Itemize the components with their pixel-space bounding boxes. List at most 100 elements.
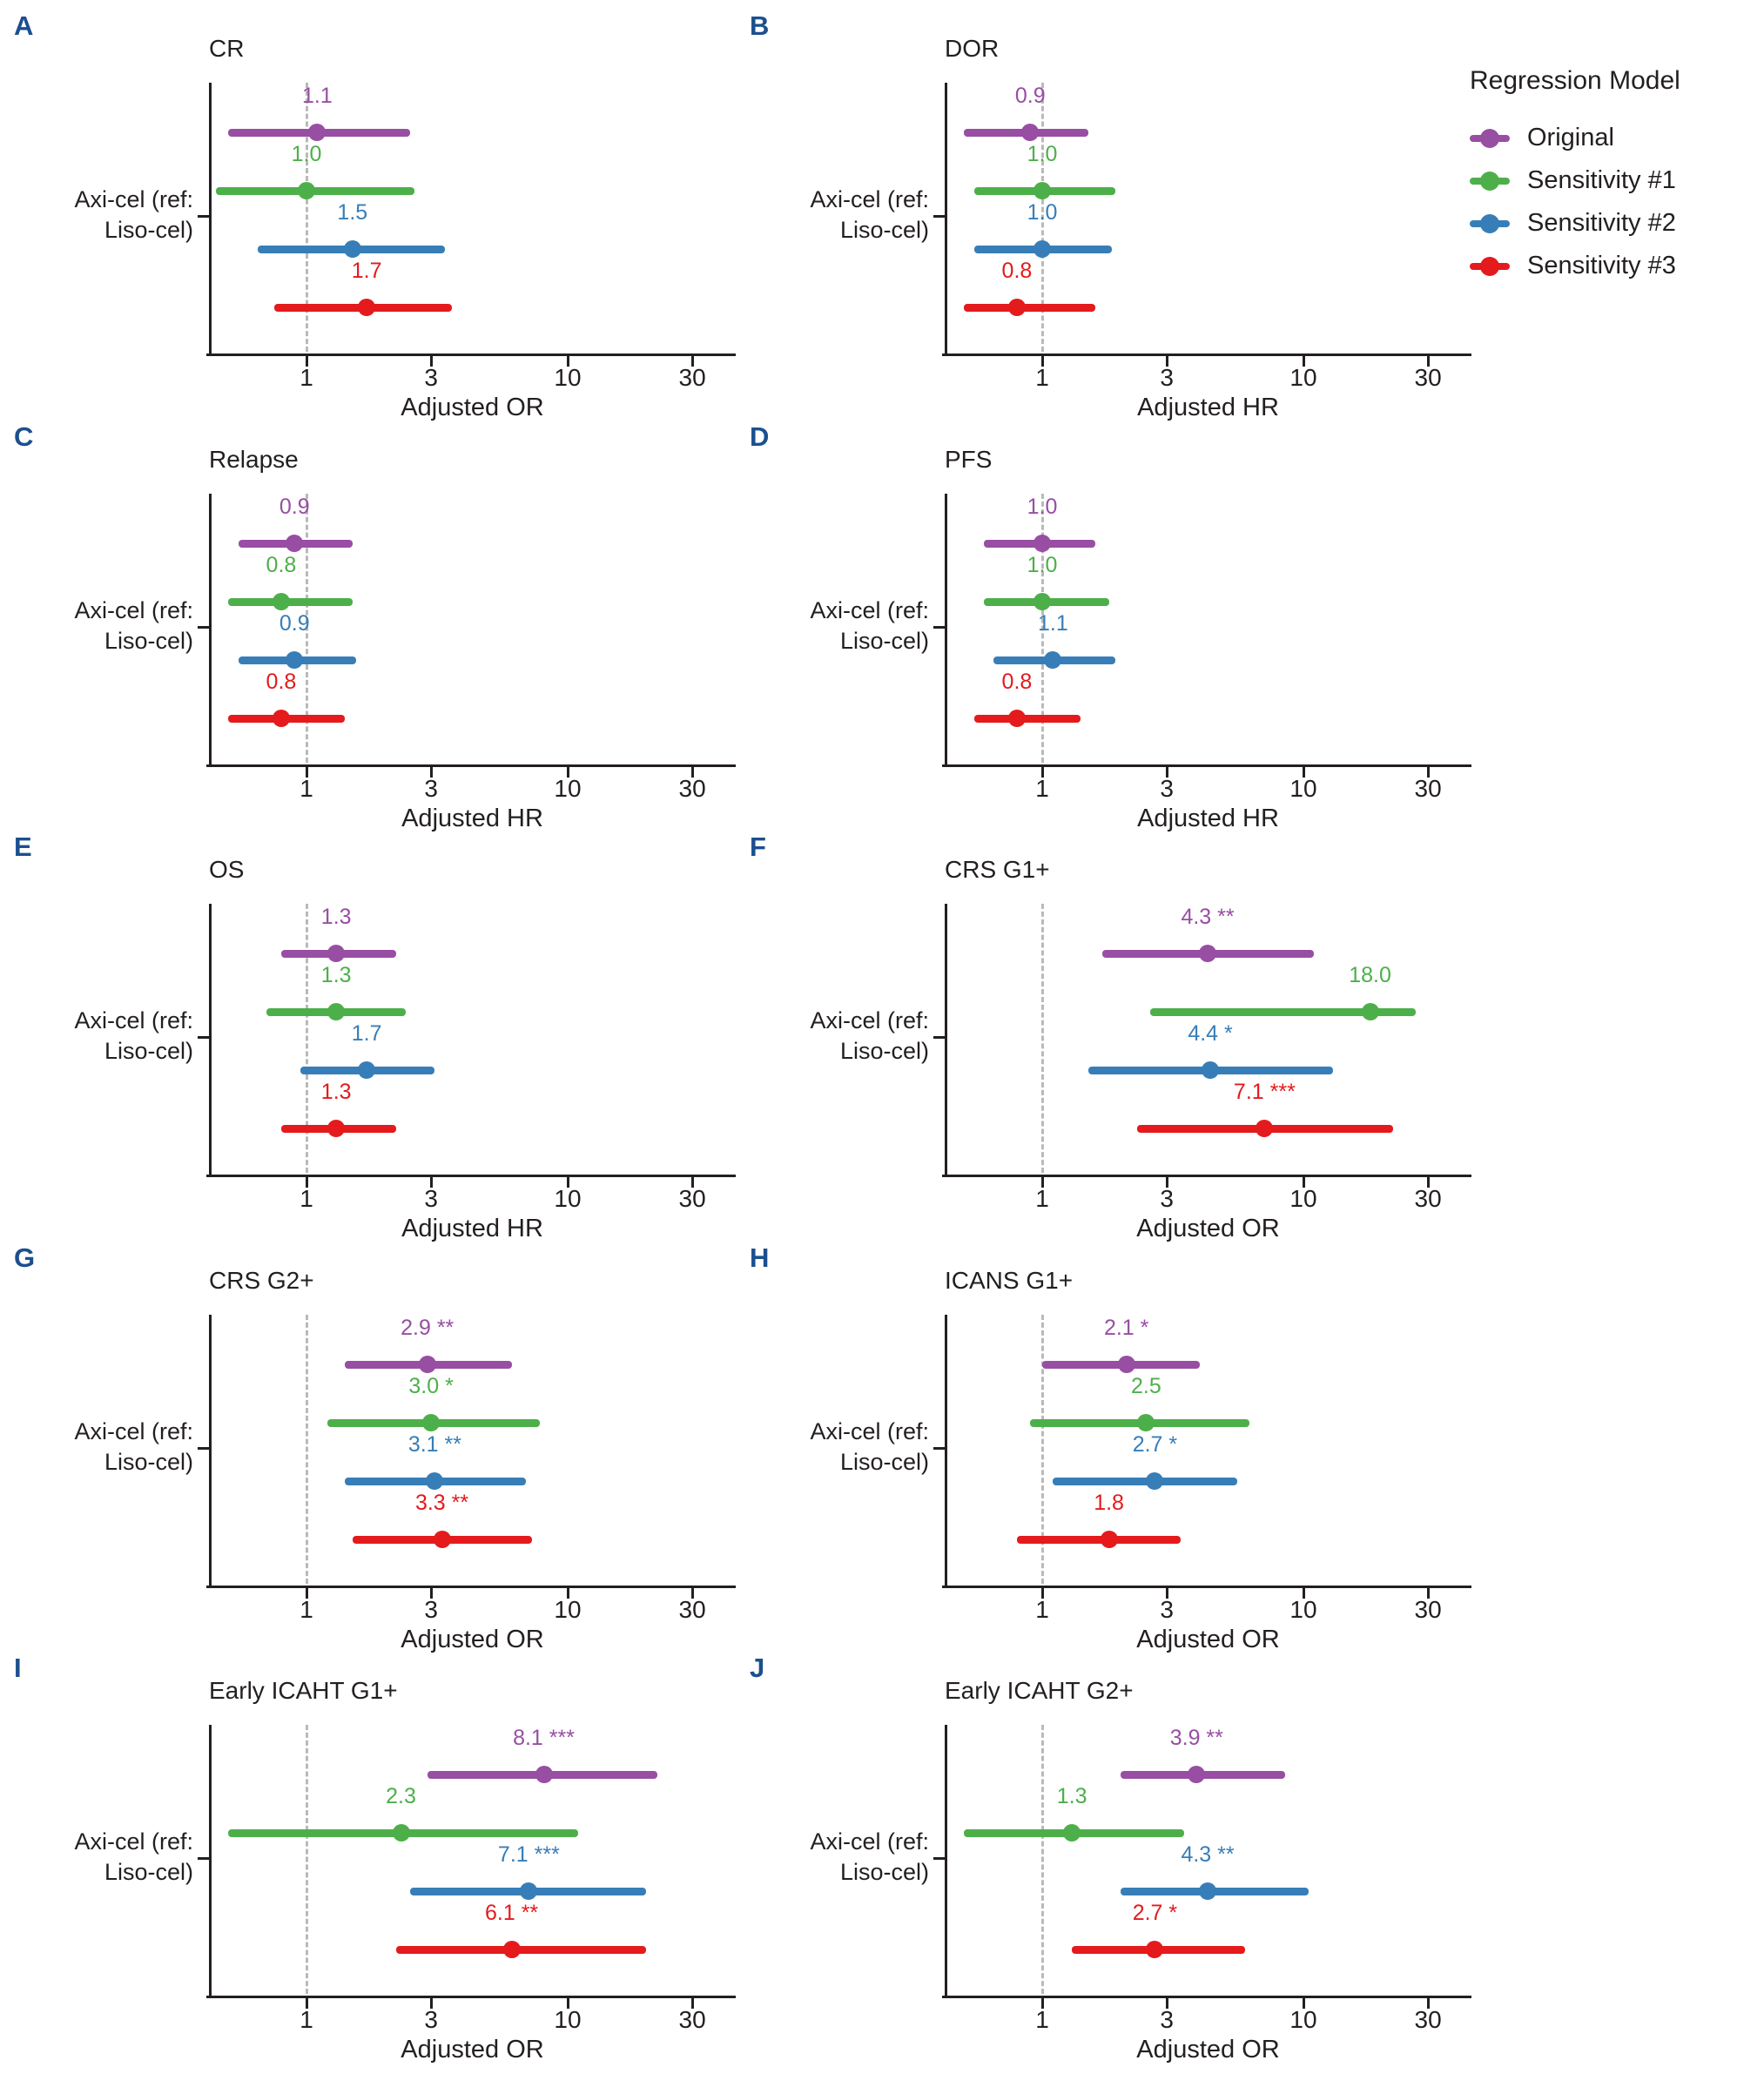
panel-title-G: CRS G2+ bbox=[209, 1267, 314, 1294]
x-tick-label-10: 10 bbox=[554, 1185, 582, 1212]
estimate-dot-sensitivity-3 bbox=[327, 1120, 346, 1137]
estimate-label-original: 0.9 bbox=[279, 495, 310, 519]
panel-G: G CRS G2+ Axi-cel (ref: Liso-cel) 2.9 ** 3.0 … bbox=[0, 1232, 882, 1653]
estimate-dot-sensitivity-2 bbox=[358, 1061, 376, 1079]
estimate-label-sensitivity-3: 7.1 *** bbox=[1233, 1080, 1296, 1104]
x-tick-mark-10 bbox=[567, 356, 569, 367]
legend-item-original: Original bbox=[1470, 117, 1680, 159]
reference-line bbox=[306, 494, 308, 763]
ci-line-sensitivity-3 bbox=[395, 1946, 647, 1954]
x-tick-mark-3 bbox=[430, 767, 434, 778]
ci-line-sensitivity-1 bbox=[227, 598, 353, 606]
y-axis-tick bbox=[198, 1447, 209, 1450]
x-tick-mark-1 bbox=[1041, 1998, 1044, 2009]
x-tick-mark-3 bbox=[1166, 1177, 1169, 1188]
legend-swatch-dot bbox=[1480, 171, 1499, 191]
panel-title-E: OS bbox=[209, 856, 245, 883]
reference-line bbox=[1041, 1725, 1044, 1994]
estimate-dot-sensitivity-3 bbox=[272, 710, 290, 727]
reference-line bbox=[1041, 1315, 1044, 1584]
y-axis-label-line1: Axi-cel (ref: bbox=[74, 597, 193, 623]
x-tick-label-3: 3 bbox=[424, 364, 438, 391]
estimate-label-original: 2.9 ** bbox=[401, 1316, 454, 1340]
x-axis-spine bbox=[942, 1996, 1471, 1998]
estimate-label-sensitivity-1: 2.3 bbox=[386, 1784, 416, 1808]
x-tick-mark-3 bbox=[430, 1998, 434, 2009]
x-tick-mark-1 bbox=[306, 356, 308, 367]
y-axis-tick bbox=[198, 626, 209, 629]
estimate-dot-sensitivity-1 bbox=[1063, 1824, 1081, 1842]
panel-title-H: ICANS G1+ bbox=[945, 1267, 1074, 1294]
estimate-label-sensitivity-1: 2.5 bbox=[1130, 1374, 1161, 1398]
x-tick-mark-10 bbox=[1303, 767, 1305, 778]
reference-line bbox=[306, 904, 308, 1173]
y-axis-spine bbox=[945, 1725, 947, 1998]
estimate-label-sensitivity-3: 1.3 bbox=[320, 1080, 352, 1104]
x-tick-label-10: 10 bbox=[554, 1596, 582, 1623]
estimate-dot-sensitivity-3 bbox=[1007, 299, 1026, 316]
panel-A: A CR Axi-cel (ref: Liso-cel) 1.1 1.0 1.5 1.7 1 3 1… bbox=[0, 0, 882, 421]
ci-line-sensitivity-3 bbox=[974, 715, 1081, 723]
estimate-label-sensitivity-1: 1.3 bbox=[320, 963, 352, 987]
x-tick-label-30: 30 bbox=[678, 364, 706, 391]
x-tick-label-1: 1 bbox=[1035, 775, 1049, 802]
estimate-label-sensitivity-2: 4.4 * bbox=[1188, 1021, 1233, 1046]
x-tick-mark-10 bbox=[567, 1998, 569, 2009]
reference-line bbox=[1041, 83, 1044, 352]
x-axis-title-H: Adjusted OR bbox=[1136, 1626, 1280, 1653]
x-tick-label-30: 30 bbox=[678, 1185, 706, 1212]
estimate-dot-sensitivity-2 bbox=[1202, 1061, 1220, 1079]
x-axis-spine bbox=[942, 1586, 1471, 1588]
y-axis-tick bbox=[198, 215, 209, 218]
x-tick-mark-1 bbox=[306, 1177, 308, 1188]
y-axis-label-line2: Liso-cel) bbox=[839, 628, 929, 654]
estimate-label-sensitivity-1: 18.0 bbox=[1349, 963, 1391, 987]
x-tick-mark-1 bbox=[306, 767, 308, 778]
x-tick-label-3: 3 bbox=[424, 1596, 438, 1623]
y-axis-category-label: Axi-cel (ref: Liso-cel) bbox=[759, 596, 929, 656]
estimate-dot-sensitivity-1 bbox=[298, 182, 315, 199]
x-tick-label-30: 30 bbox=[678, 2006, 706, 2033]
estimate-dot-sensitivity-1 bbox=[1033, 593, 1051, 610]
estimate-dot-sensitivity-3 bbox=[1256, 1120, 1274, 1137]
y-axis-label-line2: Liso-cel) bbox=[839, 1449, 929, 1475]
panel-letter-J: J bbox=[750, 1653, 765, 1683]
panel-F: F CRS G1+ Axi-cel (ref: Liso-cel) 4.3 ** 18.0… bbox=[736, 821, 1618, 1242]
x-tick-mark-30 bbox=[691, 767, 695, 778]
estimate-dot-sensitivity-2 bbox=[286, 651, 304, 669]
estimate-label-sensitivity-2: 1.1 bbox=[1038, 611, 1068, 636]
x-tick-label-30: 30 bbox=[1414, 364, 1442, 391]
panel-letter-F: F bbox=[750, 832, 766, 862]
legend-item-sensitivity-1: Sensitivity #1 bbox=[1470, 159, 1680, 202]
x-tick-mark-1 bbox=[1041, 1177, 1044, 1188]
x-tick-mark-1 bbox=[1041, 1588, 1044, 1599]
legend-item-label: Sensitivity #1 bbox=[1527, 166, 1676, 194]
estimate-label-original: 3.9 ** bbox=[1169, 1726, 1223, 1750]
x-tick-mark-30 bbox=[1427, 356, 1431, 367]
y-axis-label-line2: Liso-cel) bbox=[104, 1859, 193, 1885]
reference-line bbox=[1041, 494, 1044, 763]
y-axis-label-line1: Axi-cel (ref: bbox=[74, 1418, 193, 1444]
estimate-label-sensitivity-1: 3.0 * bbox=[408, 1374, 454, 1398]
estimate-dot-sensitivity-1 bbox=[422, 1414, 441, 1431]
y-axis-label-line1: Axi-cel (ref: bbox=[810, 1418, 929, 1444]
y-axis-label-line2: Liso-cel) bbox=[104, 1449, 193, 1475]
estimate-label-original: 0.9 bbox=[1014, 84, 1046, 108]
x-tick-label-1: 1 bbox=[300, 1596, 313, 1623]
estimate-dot-sensitivity-2 bbox=[343, 240, 361, 258]
estimate-label-sensitivity-2: 2.7 * bbox=[1132, 1432, 1178, 1457]
estimate-label-original: 1.0 bbox=[1027, 495, 1058, 519]
x-tick-mark-10 bbox=[1303, 356, 1305, 367]
x-tick-label-30: 30 bbox=[1414, 1596, 1442, 1623]
estimate-dot-original bbox=[327, 945, 346, 962]
x-tick-label-3: 3 bbox=[1160, 775, 1174, 802]
y-axis-tick bbox=[933, 1447, 945, 1450]
x-tick-label-30: 30 bbox=[1414, 775, 1442, 802]
y-axis-label-line1: Axi-cel (ref: bbox=[810, 1007, 929, 1034]
y-axis-label-line2: Liso-cel) bbox=[839, 217, 929, 243]
y-axis-spine bbox=[945, 494, 947, 767]
estimate-dot-original bbox=[1033, 535, 1051, 552]
panel-letter-D: D bbox=[750, 421, 770, 452]
estimate-label-sensitivity-1: 1.3 bbox=[1056, 1784, 1087, 1808]
